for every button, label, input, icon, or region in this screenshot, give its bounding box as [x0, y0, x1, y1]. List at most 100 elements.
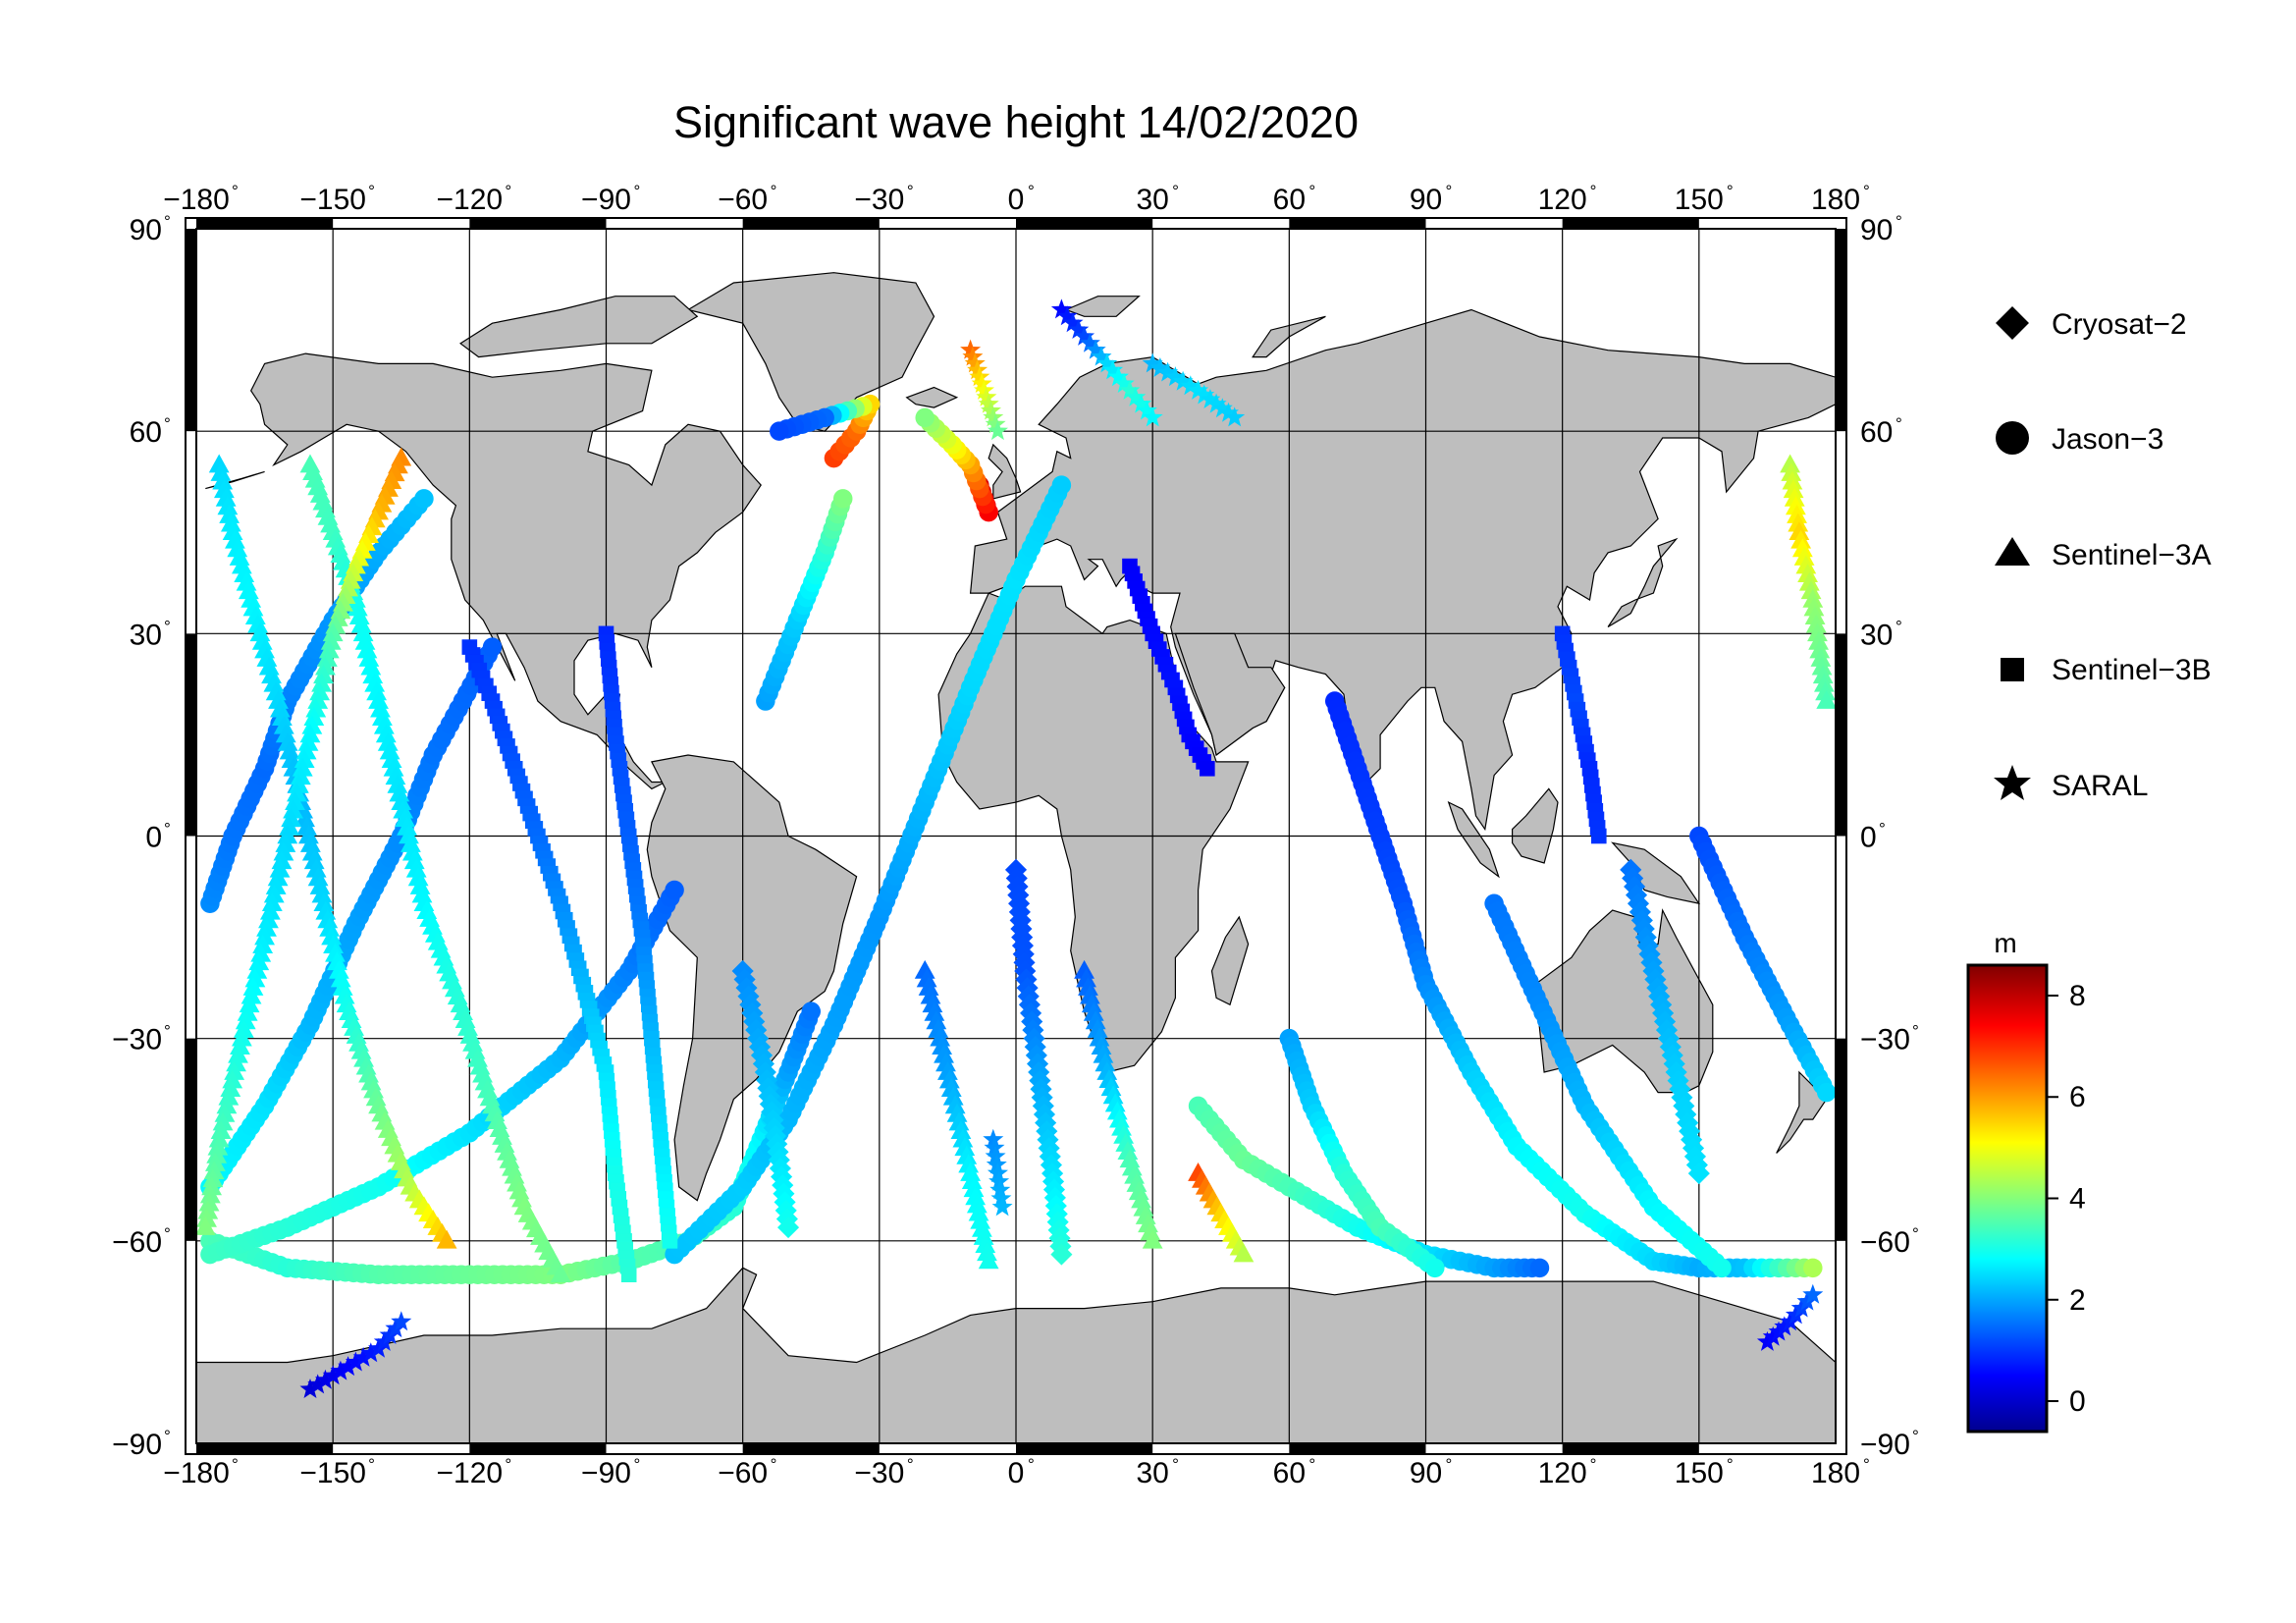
degree-symbol: ° — [1172, 1455, 1179, 1474]
tick-label: 60 — [130, 416, 162, 449]
track-cryosat-2 — [731, 959, 800, 1239]
track-point-triangle — [930, 1027, 951, 1047]
track-jason-3 — [1324, 691, 1823, 1278]
track-point-star — [987, 420, 1008, 441]
track-point-triangle — [1095, 1053, 1116, 1072]
tick-label: −90 — [581, 184, 631, 216]
track-point-star — [990, 1187, 1012, 1208]
track-point-triangle — [271, 850, 293, 870]
track-point-star — [1205, 393, 1227, 413]
track-point-triangle — [368, 690, 389, 709]
track-point-triangle — [926, 1010, 947, 1030]
degree-symbol: ° — [907, 182, 914, 200]
degree-symbol: ° — [1590, 182, 1597, 200]
legend-item-cryosat: Cryosat−2 — [1996, 306, 2187, 341]
figure-title: Significant wave height 14/02/2020 — [673, 97, 1359, 147]
track-point-triangle — [935, 1053, 956, 1072]
tick-label: −90 — [112, 1429, 162, 1461]
track-point-triangle — [328, 959, 349, 979]
track-point-star — [1780, 1311, 1801, 1331]
track-point-triangle — [389, 783, 410, 802]
track-point-star — [373, 1330, 395, 1351]
track-point-circle — [801, 1001, 821, 1021]
colorbar-ticks: 0 2 4 6 8 — [2047, 980, 2086, 1418]
track-point-triangle — [1784, 487, 1805, 507]
top-longitude-labels: −180 ° −150 ° −120 ° −90 ° −60 ° −30 ° 0 ° 30 ° 60 ° 90 ° 12… — [163, 182, 1870, 216]
track-point-star — [962, 346, 984, 366]
square-marker-icon — [2001, 658, 2024, 681]
track-point-triangle — [320, 630, 342, 650]
track-point-triangle — [356, 639, 378, 659]
star-marker-icon — [1994, 765, 2031, 800]
track-point-star — [299, 1379, 321, 1398]
track-point-triangle — [1811, 656, 1833, 676]
track-point-triangle — [283, 799, 303, 819]
track-point-star — [322, 1365, 344, 1385]
track-point-square — [1590, 828, 1607, 844]
track-point-triangle — [290, 766, 311, 785]
track-point-triangle — [199, 1184, 221, 1204]
track-point-triangle — [1782, 470, 1803, 490]
track-point-triangle — [347, 597, 368, 617]
track-point-square — [620, 1267, 637, 1282]
track-point-triangle — [1803, 597, 1825, 617]
track-point-triangle — [372, 707, 393, 727]
track-point-triangle — [270, 698, 291, 718]
map-frame — [185, 217, 1847, 1455]
track-point-triangle — [261, 893, 283, 912]
track-point-triangle — [294, 808, 315, 828]
track-saral — [1050, 298, 1163, 427]
track-point-triangle — [938, 1069, 960, 1089]
track-point-triangle — [1798, 571, 1820, 591]
track-point-star — [1785, 1304, 1806, 1325]
tick-label: −30 — [854, 1457, 904, 1489]
frame-bar-right — [1836, 1038, 1846, 1241]
track-point-triangle — [1087, 1019, 1108, 1038]
track-point-star — [1102, 359, 1124, 380]
track-point-star — [307, 1374, 329, 1394]
degree-symbol: ° — [1912, 1224, 1919, 1243]
track-point-triangle — [914, 959, 935, 979]
track-sentinel-3a — [208, 454, 457, 1249]
degree-symbol: ° — [164, 1427, 171, 1445]
track-point-square — [1200, 760, 1215, 777]
svalbard-islands — [1064, 296, 1141, 317]
track-point-triangle — [1810, 648, 1832, 667]
track-point-triangle — [322, 622, 344, 642]
track-point-triangle — [1078, 977, 1098, 996]
track-point-triangle — [258, 909, 279, 929]
circle-marker-icon — [1996, 421, 2029, 455]
track-point-triangle — [1076, 968, 1096, 988]
track-point-triangle — [277, 825, 298, 844]
track-point-triangle — [250, 943, 272, 962]
track-point-triangle — [325, 943, 346, 962]
track-point-triangle — [375, 724, 397, 743]
legend-item-sentinel3a: Sentinel−3A — [1995, 537, 2212, 571]
track-point-star — [985, 413, 1006, 434]
tick-label: −60 — [718, 184, 768, 216]
borneo-island — [1511, 787, 1559, 864]
track-point-circle — [1712, 1258, 1732, 1278]
tick-label: 150 — [1675, 184, 1724, 216]
degree-symbol: ° — [634, 182, 641, 200]
track-point-star — [1790, 1297, 1812, 1318]
track-point-triangle — [224, 1060, 245, 1080]
track-point-triangle — [960, 1163, 982, 1181]
track-point-triangle — [387, 774, 408, 793]
track-point-triangle — [362, 665, 384, 684]
satellite-legend: Cryosat−2 Jason−3 Sentinel−3A Sentinel−3… — [1994, 306, 2212, 802]
legend-item-sentinel3b: Sentinel−3B — [2001, 654, 2212, 686]
tick-label: 60 — [1273, 184, 1306, 216]
track-point-triangle — [970, 1210, 991, 1229]
track-point-triangle — [968, 1202, 989, 1221]
degree-symbol: ° — [1863, 1455, 1870, 1474]
degree-symbol: ° — [907, 1455, 914, 1474]
track-point-triangle — [395, 808, 416, 828]
track-point-triangle — [288, 774, 309, 793]
tick-label: 30 — [130, 619, 162, 651]
track-point-star — [987, 1163, 1008, 1183]
track-cryosat-2 — [1004, 858, 1073, 1266]
track-point-triangle — [920, 985, 941, 1004]
track-point-triangle — [1800, 580, 1822, 600]
track-point-triangle — [972, 1217, 992, 1237]
